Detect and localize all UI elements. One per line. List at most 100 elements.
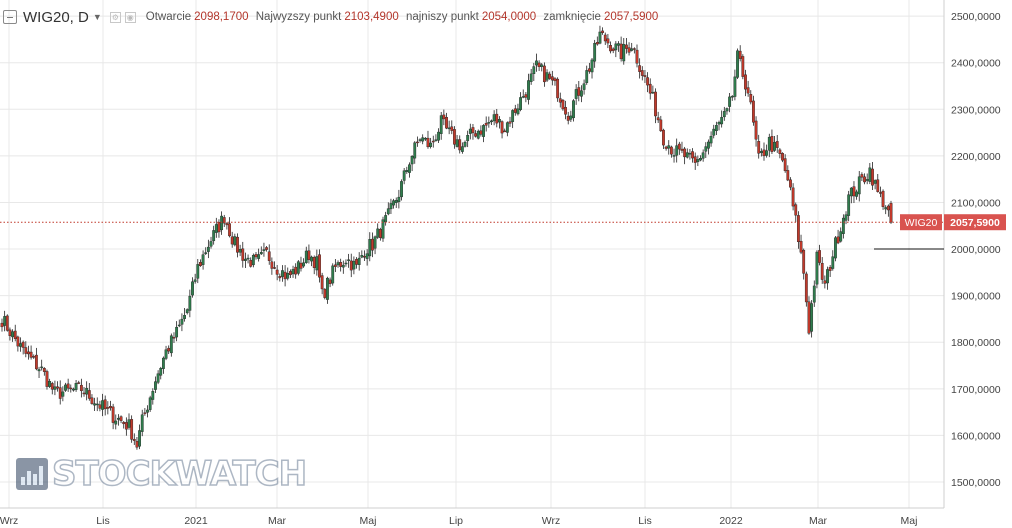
- candle-body: [175, 326, 179, 338]
- candle-body: [291, 269, 295, 275]
- y-tick-label: 2400,0000: [951, 58, 1001, 70]
- candle-body: [630, 48, 634, 51]
- candle-body: [765, 150, 769, 156]
- candle-body: [654, 91, 657, 117]
- candle-body: [402, 170, 406, 181]
- visibility-icon[interactable]: ◉: [124, 11, 136, 23]
- candle-body: [484, 122, 488, 126]
- candle-body: [185, 309, 189, 314]
- candle-body: [741, 56, 745, 77]
- candle-body: [556, 78, 560, 99]
- y-tick-label: 1500,0000: [951, 477, 1001, 489]
- chevron-down-icon[interactable]: ▼: [92, 12, 102, 22]
- candle-body: [754, 120, 758, 140]
- candle-body: [744, 74, 747, 90]
- candle-body: [593, 43, 597, 62]
- candle-body: [98, 404, 102, 409]
- y-tick-label: 1700,0000: [951, 384, 1001, 396]
- candle-body: [135, 440, 139, 448]
- candle-body: [603, 34, 607, 42]
- candle-body: [251, 254, 255, 266]
- candle-body: [228, 223, 231, 237]
- candle-body: [254, 254, 258, 258]
- candle-body: [172, 336, 176, 339]
- candle-body: [773, 142, 776, 151]
- candle-body: [889, 203, 893, 223]
- low-value: 2054,0000: [481, 11, 537, 23]
- collapse-icon[interactable]: [3, 10, 17, 24]
- candle-body: [720, 117, 724, 125]
- candle-body: [638, 65, 642, 72]
- candle-body: [304, 250, 308, 263]
- candle-body: [16, 336, 20, 347]
- candle-body: [884, 207, 888, 210]
- symbol-title[interactable]: WIG20, D: [23, 8, 89, 26]
- candle-body: [492, 114, 496, 122]
- candle-body: [511, 110, 515, 122]
- candle-body: [802, 249, 806, 274]
- candle-body: [103, 399, 107, 410]
- candle-body: [762, 149, 766, 157]
- candle-body: [410, 156, 414, 165]
- candle-body: [3, 316, 7, 326]
- candle-body: [161, 357, 165, 369]
- candle-body: [392, 200, 395, 206]
- candle-body: [159, 367, 163, 376]
- candle-body: [320, 275, 324, 290]
- y-tick-label: 2300,0000: [951, 104, 1001, 116]
- candle-body: [328, 279, 332, 285]
- candle-body: [40, 366, 44, 369]
- candle-body: [781, 153, 784, 161]
- candle-body: [659, 119, 663, 132]
- candle-body: [341, 264, 345, 268]
- candle-body: [545, 72, 549, 81]
- candle-body: [281, 270, 284, 277]
- x-tick-label: Wrz: [0, 515, 18, 527]
- candle-body: [191, 281, 194, 296]
- x-tick-label: Maj: [901, 515, 918, 527]
- candle-body: [119, 416, 123, 421]
- stockwatch-watermark: STOCKWATCH: [16, 456, 308, 492]
- candle-body: [296, 261, 300, 274]
- candle-body: [775, 141, 779, 148]
- candle-body: [601, 30, 605, 33]
- candle-body: [820, 263, 824, 280]
- candle-body: [818, 250, 821, 263]
- candle-body: [471, 127, 475, 134]
- candle-body: [505, 122, 509, 133]
- candle-body: [267, 251, 271, 261]
- candle-body: [421, 137, 425, 142]
- candle-body: [79, 384, 83, 392]
- candle-body: [8, 329, 12, 336]
- candle-body: [582, 83, 586, 90]
- candle-body: [111, 406, 115, 423]
- candle-body: [45, 371, 49, 387]
- bar-chart-icon: [16, 458, 48, 490]
- candle-body: [881, 190, 885, 207]
- settings-icon[interactable]: ⚙: [109, 11, 121, 23]
- candle-body: [214, 224, 218, 233]
- current-price-box: [944, 214, 1006, 231]
- candle-body: [789, 179, 792, 188]
- candle-body: [498, 119, 501, 123]
- candle-body: [294, 266, 298, 275]
- candle-body: [286, 272, 290, 279]
- candle-body: [585, 70, 589, 83]
- candle-body: [871, 168, 874, 186]
- candle-body: [48, 381, 52, 387]
- candle-body: [783, 158, 787, 172]
- candle-body: [355, 259, 358, 265]
- candle-body: [669, 146, 673, 155]
- candle-body: [61, 391, 65, 397]
- candle-body: [413, 142, 417, 159]
- candle-body: [11, 331, 14, 338]
- candle-body: [423, 137, 427, 140]
- candle-body: [643, 75, 647, 77]
- x-tick-label: Lip: [449, 515, 463, 527]
- candle-body: [13, 330, 17, 339]
- candle-body: [860, 174, 864, 178]
- candle-body: [886, 205, 890, 211]
- candle-body: [500, 121, 504, 134]
- candle-body: [183, 314, 186, 319]
- candle-body: [365, 253, 369, 259]
